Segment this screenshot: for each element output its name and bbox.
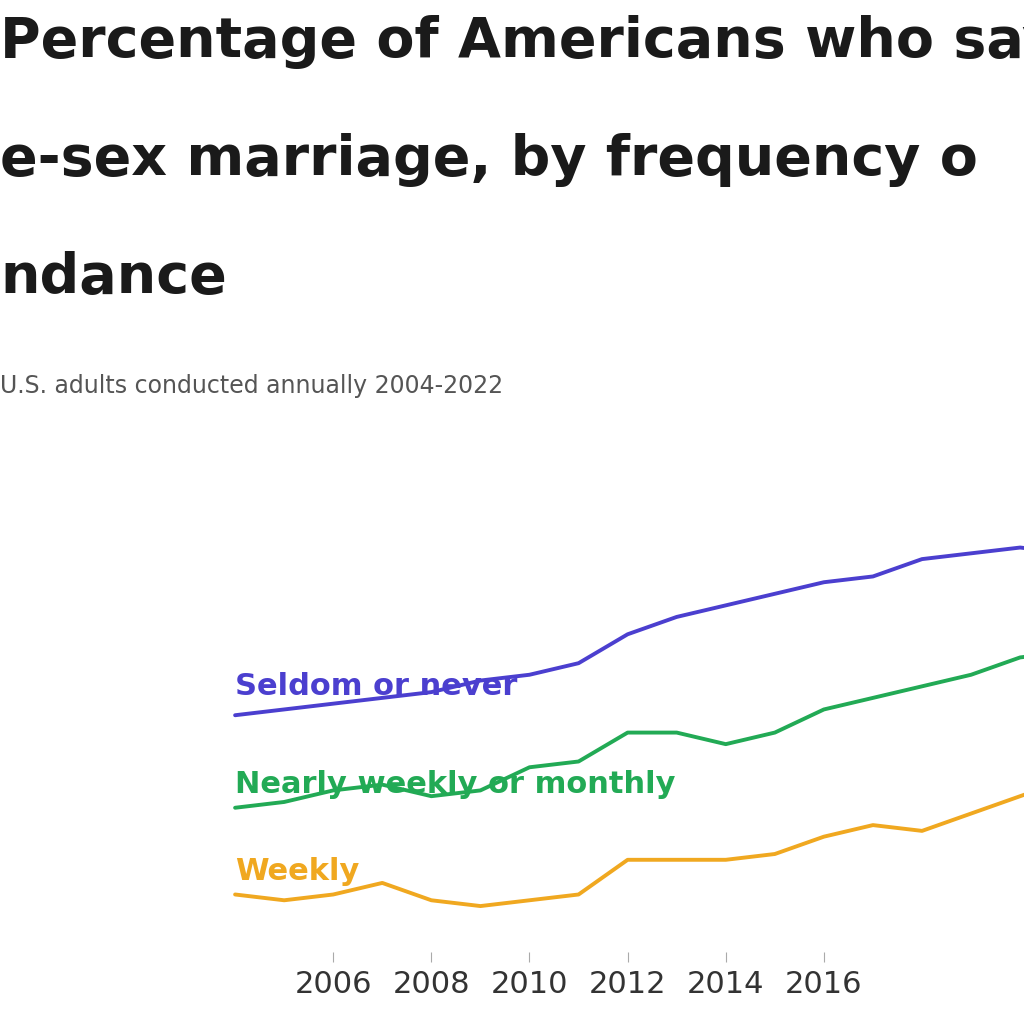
Text: e-sex marriage, by frequency o: e-sex marriage, by frequency o	[0, 133, 978, 187]
Text: U.S. adults conducted annually 2004-2022: U.S. adults conducted annually 2004-2022	[0, 374, 503, 397]
Text: ndance: ndance	[0, 251, 226, 305]
Text: Seldom or never: Seldom or never	[236, 672, 517, 700]
Text: Percentage of Americans who say t: Percentage of Americans who say t	[0, 15, 1024, 70]
Text: Nearly weekly or monthly: Nearly weekly or monthly	[236, 770, 676, 799]
Text: Weekly: Weekly	[236, 857, 359, 886]
